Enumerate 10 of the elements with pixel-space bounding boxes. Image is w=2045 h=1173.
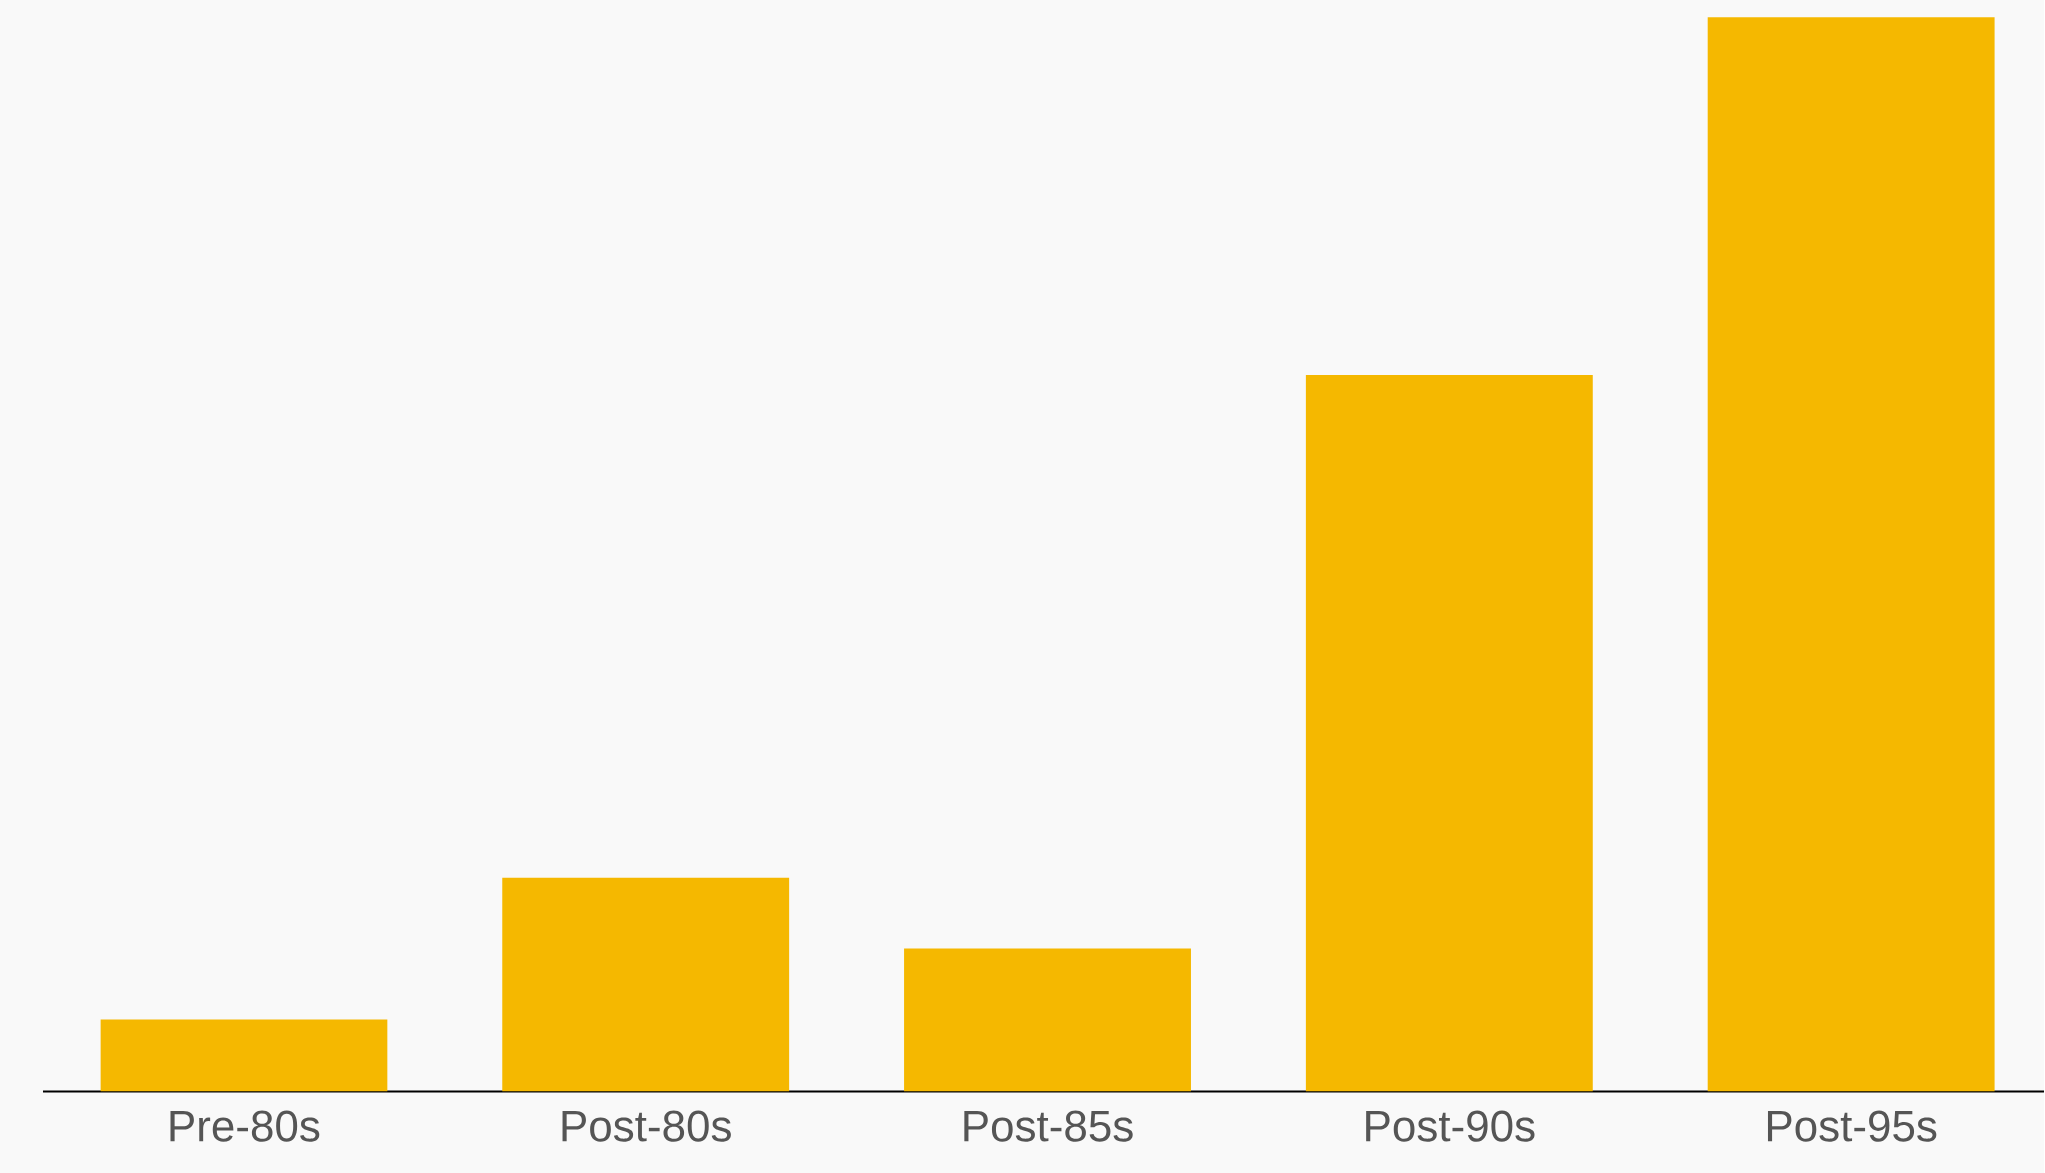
bar: [1707, 16, 1995, 1092]
bar: [1305, 374, 1593, 1092]
bar: [502, 877, 790, 1092]
x-tick-label: Post-95s: [1767, 1110, 1937, 1142]
x-tick-label: Post-85s: [964, 1110, 1133, 1142]
x-tick-label: Post-80s: [562, 1110, 731, 1142]
x-tick-label: Pre-80s: [170, 1110, 320, 1142]
bar: [100, 1019, 388, 1092]
bar: [904, 948, 1191, 1092]
x-tick-label: Post-90s: [1366, 1110, 1535, 1142]
